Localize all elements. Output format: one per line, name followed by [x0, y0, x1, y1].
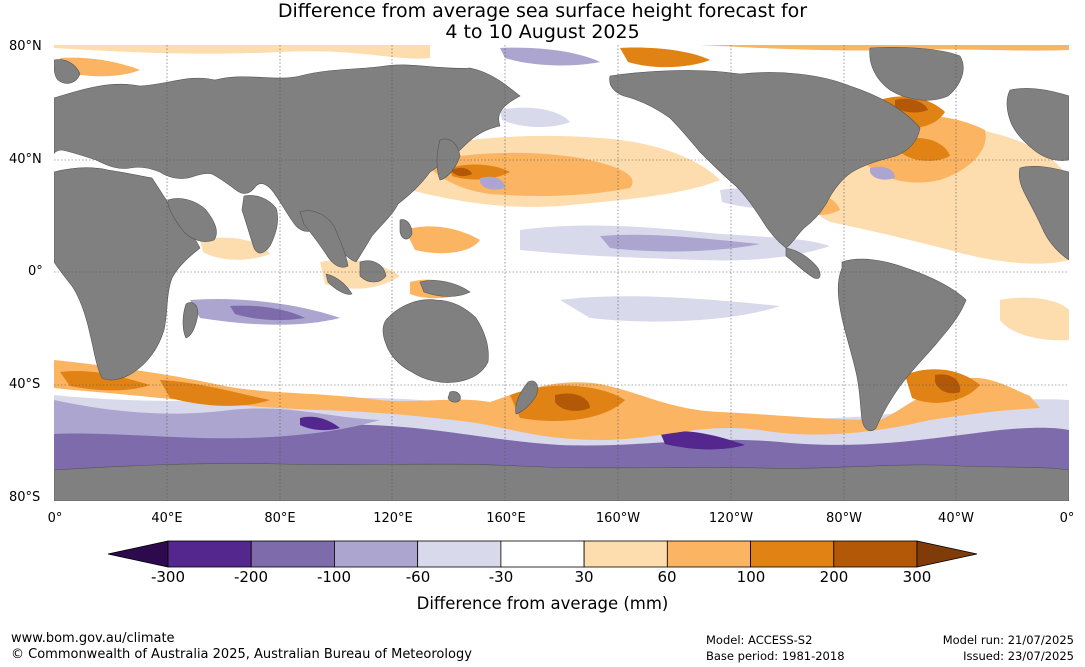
lon-label-160w: 160°W: [595, 511, 641, 526]
graticule: [54, 45, 1069, 501]
model-name-text: Model: ACCESS-S2: [706, 633, 813, 647]
southeast-asia-landmass: [299, 210, 349, 268]
new-guinea-landmass: [419, 280, 471, 297]
sumatra-landmass: [325, 273, 353, 295]
lat-label-equator: 0°: [28, 264, 43, 279]
scandinavia-landmass: [54, 59, 81, 84]
indian-ocean-negative: [230, 305, 305, 321]
colorbar-bin: [167, 540, 252, 568]
lat-label-80n: 80°N: [9, 39, 42, 54]
map-title-line-1: Difference from average sea surface heig…: [277, 0, 808, 22]
colorbar-tick-label: -60: [405, 568, 431, 586]
lat-label-40s: 40°S: [9, 377, 41, 392]
colorbar-tick-label: 60: [657, 568, 677, 586]
africa-landmass: [54, 167, 201, 381]
colorbar-bin: [583, 540, 668, 568]
west-africa-landmass: [1018, 166, 1069, 261]
gulf-stream-very-strong: [895, 98, 928, 113]
japan-landmass: [436, 138, 461, 181]
arctic-positive: [54, 45, 430, 59]
madagascar-landmass: [182, 302, 199, 339]
colorbar-tick-label: 300: [902, 568, 932, 586]
north-america-landmass: [609, 70, 921, 249]
colorbar-tick-label: 30: [574, 568, 594, 586]
europe-landmass: [1006, 88, 1069, 161]
colorbar-tick-label: 200: [819, 568, 849, 586]
colorbar-label: Difference from average (mm): [416, 594, 669, 613]
lon-label-40e: 40°E: [151, 511, 183, 526]
india-landmass: [241, 195, 278, 254]
north-pacific-negative-patch: [480, 176, 505, 190]
north-pacific-positive: [430, 152, 633, 196]
colorbar-bin: [500, 540, 585, 568]
lon-label-40w: 40°W: [938, 511, 974, 526]
colorbar-high-extension: [916, 540, 978, 568]
lon-label-0: 0°: [47, 511, 63, 526]
colorbar-bin: [250, 540, 335, 568]
west-pacific-positive: [405, 226, 480, 254]
lat-label-40n: 40°N: [9, 152, 42, 167]
colorbar-bin: [334, 540, 419, 568]
lon-label-0-east: 0°: [1059, 511, 1075, 526]
kuroshio-very-strong: [452, 167, 472, 177]
greenland-landmass: [869, 46, 964, 101]
strong-positive-patch: [60, 370, 150, 391]
base-period-text: Base period: 1981-2018: [706, 649, 845, 663]
tropical-pacific-negative: [600, 234, 760, 252]
colorbar-bin: [750, 540, 835, 568]
colorbar-bin: [666, 540, 751, 568]
model-run-text: Model run: 21/07/2025: [942, 633, 1074, 647]
deep-negative-patch: [660, 430, 745, 450]
land-masses: [54, 46, 1069, 501]
antarctica-landmass: [54, 463, 1069, 501]
colorbar-tick-label: -300: [150, 568, 186, 586]
website-text: www.bom.gov.au/climate: [11, 631, 175, 646]
colorbar-bin: [833, 540, 918, 568]
south-atlantic-positive: [1000, 297, 1069, 341]
south-america-landmass: [837, 258, 967, 432]
australia-landmass: [382, 299, 489, 383]
central-america-landmass: [785, 247, 821, 279]
new-zealand-landmass: [515, 380, 538, 415]
arctic-negative: [500, 47, 600, 66]
deep-negative-patch: [300, 416, 340, 431]
southern-ocean-pale-band: [54, 400, 380, 439]
tasmania-landmass: [447, 391, 461, 403]
philippines-landmass: [399, 219, 413, 240]
north-atlantic-negative-patch: [870, 166, 895, 180]
colorbar-tick-label: -200: [233, 568, 269, 586]
lon-label-80e: 80°E: [264, 511, 296, 526]
colorbar-bin: [417, 540, 502, 568]
strong-positive-patch: [160, 380, 270, 406]
arabia-landmass: [167, 198, 217, 242]
colorbar-tick-label: -30: [488, 568, 514, 586]
lon-label-120e: 120°E: [373, 511, 413, 526]
lon-label-160e: 160°E: [486, 511, 526, 526]
very-strong-positive-patch: [555, 393, 590, 411]
eurasia-landmass: [54, 64, 521, 263]
copyright-text: © Commonwealth of Australia 2025, Austra…: [11, 647, 472, 662]
colorbar-low-extension: [107, 540, 169, 568]
map-title-line-2: 4 to 10 August 2025: [445, 21, 640, 43]
colorbar-tick-label: 100: [736, 568, 766, 586]
lat-label-80s: 80°S: [9, 490, 41, 505]
south-pacific-negative: [560, 296, 780, 322]
lon-label-80w: 80°W: [826, 511, 862, 526]
colorbar: [107, 540, 978, 568]
arctic-positive: [60, 57, 140, 77]
very-strong-positive-patch: [935, 374, 961, 394]
arctic-strong-positive: [620, 47, 710, 68]
lon-label-120w: 120°W: [708, 511, 754, 526]
colorbar-tick-label: -100: [316, 568, 352, 586]
north-pacific-negative: [500, 107, 570, 128]
issued-date-text: Issued: 23/07/2025: [963, 649, 1074, 663]
borneo-landmass: [359, 260, 387, 283]
